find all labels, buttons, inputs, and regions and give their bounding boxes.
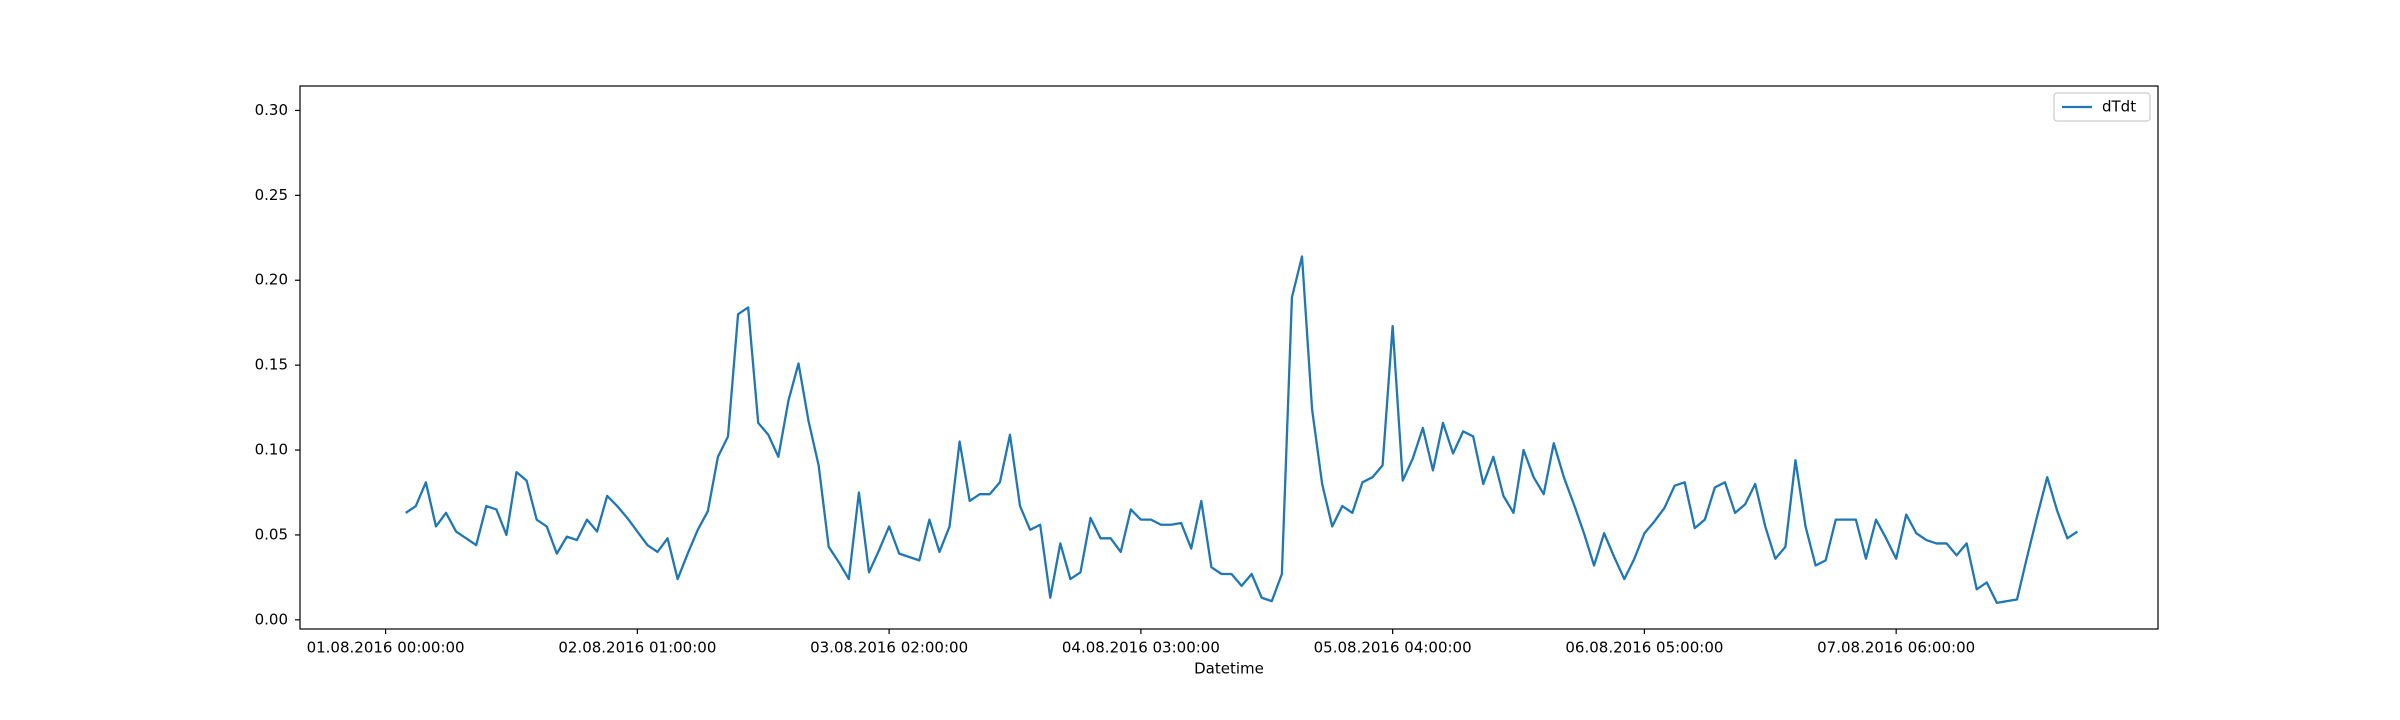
x-tick-label: 03.08.2016 02:00:00 xyxy=(810,639,968,657)
y-tick-label: 0.00 xyxy=(255,610,288,628)
x-tick-label: 01.08.2016 00:00:00 xyxy=(307,639,465,657)
data-line xyxy=(405,255,2079,604)
x-tick-label: 06.08.2016 05:00:00 xyxy=(1565,639,1723,657)
y-tick-label: 0.30 xyxy=(255,101,288,119)
y-tick-label: 0.25 xyxy=(255,186,288,204)
x-axis-label: Datetime xyxy=(1194,660,1264,678)
x-tick-label: 07.08.2016 06:00:00 xyxy=(1817,639,1975,657)
x-tick-label: 05.08.2016 04:00:00 xyxy=(1314,639,1472,657)
x-tick-label: 04.08.2016 03:00:00 xyxy=(1062,639,1220,657)
legend-label: dTdt xyxy=(2102,98,2136,116)
y-tick-label: 0.15 xyxy=(255,356,288,374)
y-tick-label: 0.10 xyxy=(255,441,288,459)
plot-frame xyxy=(299,85,2159,630)
legend-box xyxy=(2053,92,2151,122)
y-tick-label: 0.05 xyxy=(255,525,288,543)
y-tick-label: 0.20 xyxy=(255,271,288,289)
x-tick-label: 02.08.2016 01:00:00 xyxy=(558,639,716,657)
